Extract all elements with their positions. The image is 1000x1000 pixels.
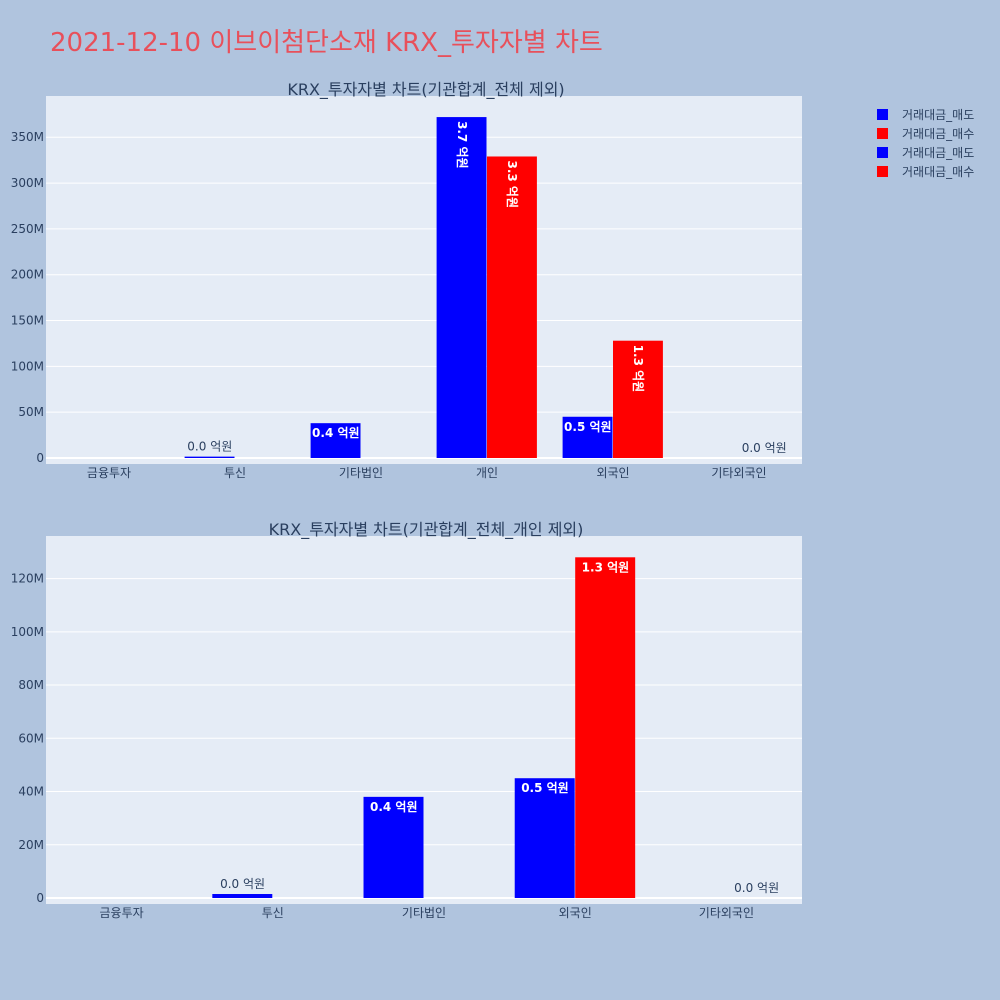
- legend-label: 거래대금_매도: [902, 146, 974, 160]
- data-label: 0.5 억원: [521, 781, 569, 795]
- bar: [613, 340, 663, 458]
- data-label: 1.3 억원: [582, 560, 630, 574]
- plot-area: [46, 96, 802, 464]
- page-title: 2021-12-10 이브이첨단소재 KRX_투자자별 차트: [50, 28, 603, 58]
- x-tick-label: 외국인: [596, 466, 629, 480]
- bar: [436, 117, 487, 458]
- legend-swatch: [877, 128, 888, 139]
- plot-area: [46, 536, 802, 904]
- data-label: 0.0 억원: [220, 877, 265, 891]
- x-tick-label: 기타외국인: [711, 466, 766, 480]
- y-tick-label: 350M: [11, 130, 44, 144]
- y-tick-label: 0: [36, 451, 44, 465]
- x-tick-label: 금융투자: [87, 466, 131, 480]
- x-tick-label: 개인: [476, 466, 498, 480]
- chart-excluding-individual: 0 20M 40M 60M 80M 100M 120M KRX_투자자별 차트(기관합계_전체…: [11, 520, 802, 920]
- data-label: 0.0 억원: [187, 440, 232, 454]
- data-label: 0.0 억원: [734, 881, 779, 895]
- x-tick-label: 금융투자: [100, 906, 144, 920]
- data-label: 0.4 억원: [370, 800, 418, 814]
- x-tick-label: 기타법인: [339, 466, 383, 480]
- y-tick-label: 250M: [11, 222, 44, 236]
- y-tick-label: 100M: [11, 359, 44, 373]
- y-tick-label: 40M: [18, 785, 44, 799]
- bar: [562, 416, 613, 458]
- bar: [514, 778, 575, 898]
- x-tick-label: 투신: [224, 466, 246, 480]
- bar: [310, 423, 361, 458]
- x-tick-label: 투신: [262, 906, 284, 920]
- x-tick-label: 외국인: [559, 906, 592, 920]
- y-tick-label: 200M: [11, 268, 44, 282]
- bar: [487, 156, 537, 458]
- y-tick-label: 0: [36, 891, 44, 905]
- data-label: 0.5 억원: [564, 420, 612, 434]
- data-label: 1.3 억원: [631, 345, 645, 393]
- bar: [363, 796, 424, 898]
- y-tick-label: 150M: [11, 314, 44, 328]
- legend-label: 거래대금_매도: [902, 108, 974, 122]
- data-label: 3.7 억원: [455, 121, 469, 169]
- data-label: 0.0 억원: [742, 441, 787, 455]
- legend-label: 거래대금_매수: [902, 165, 974, 179]
- y-tick-label: 20M: [18, 838, 44, 852]
- y-tick-label: 300M: [11, 176, 44, 190]
- y-tick-label: 50M: [18, 405, 44, 419]
- legend-label: 거래대금_매수: [902, 127, 974, 141]
- y-tick-label: 100M: [11, 625, 44, 639]
- y-tick-label: 60M: [18, 731, 44, 745]
- legend-swatch: [877, 166, 888, 177]
- x-tick-label: 기타법인: [402, 906, 446, 920]
- bar: [184, 456, 235, 458]
- legend-swatch: [877, 109, 888, 120]
- y-tick-label: 80M: [18, 678, 44, 692]
- chart-overall: 0 50M 100M 150M 200M 250M 300M 350M KRX_투자자별 차트(…: [11, 80, 802, 480]
- bar: [575, 557, 636, 898]
- chart-title: KRX_투자자별 차트(기관합계_전체_개인 제외): [269, 520, 584, 540]
- y-tick-label: 120M: [11, 572, 44, 586]
- data-label: 0.4 억원: [312, 426, 360, 440]
- chart-title: KRX_투자자별 차트(기관합계_전체 제외): [287, 80, 564, 100]
- x-tick-label: 기타외국인: [699, 906, 754, 920]
- legend-swatch: [877, 147, 888, 158]
- bar: [212, 894, 273, 898]
- data-label: 3.3 억원: [505, 160, 519, 208]
